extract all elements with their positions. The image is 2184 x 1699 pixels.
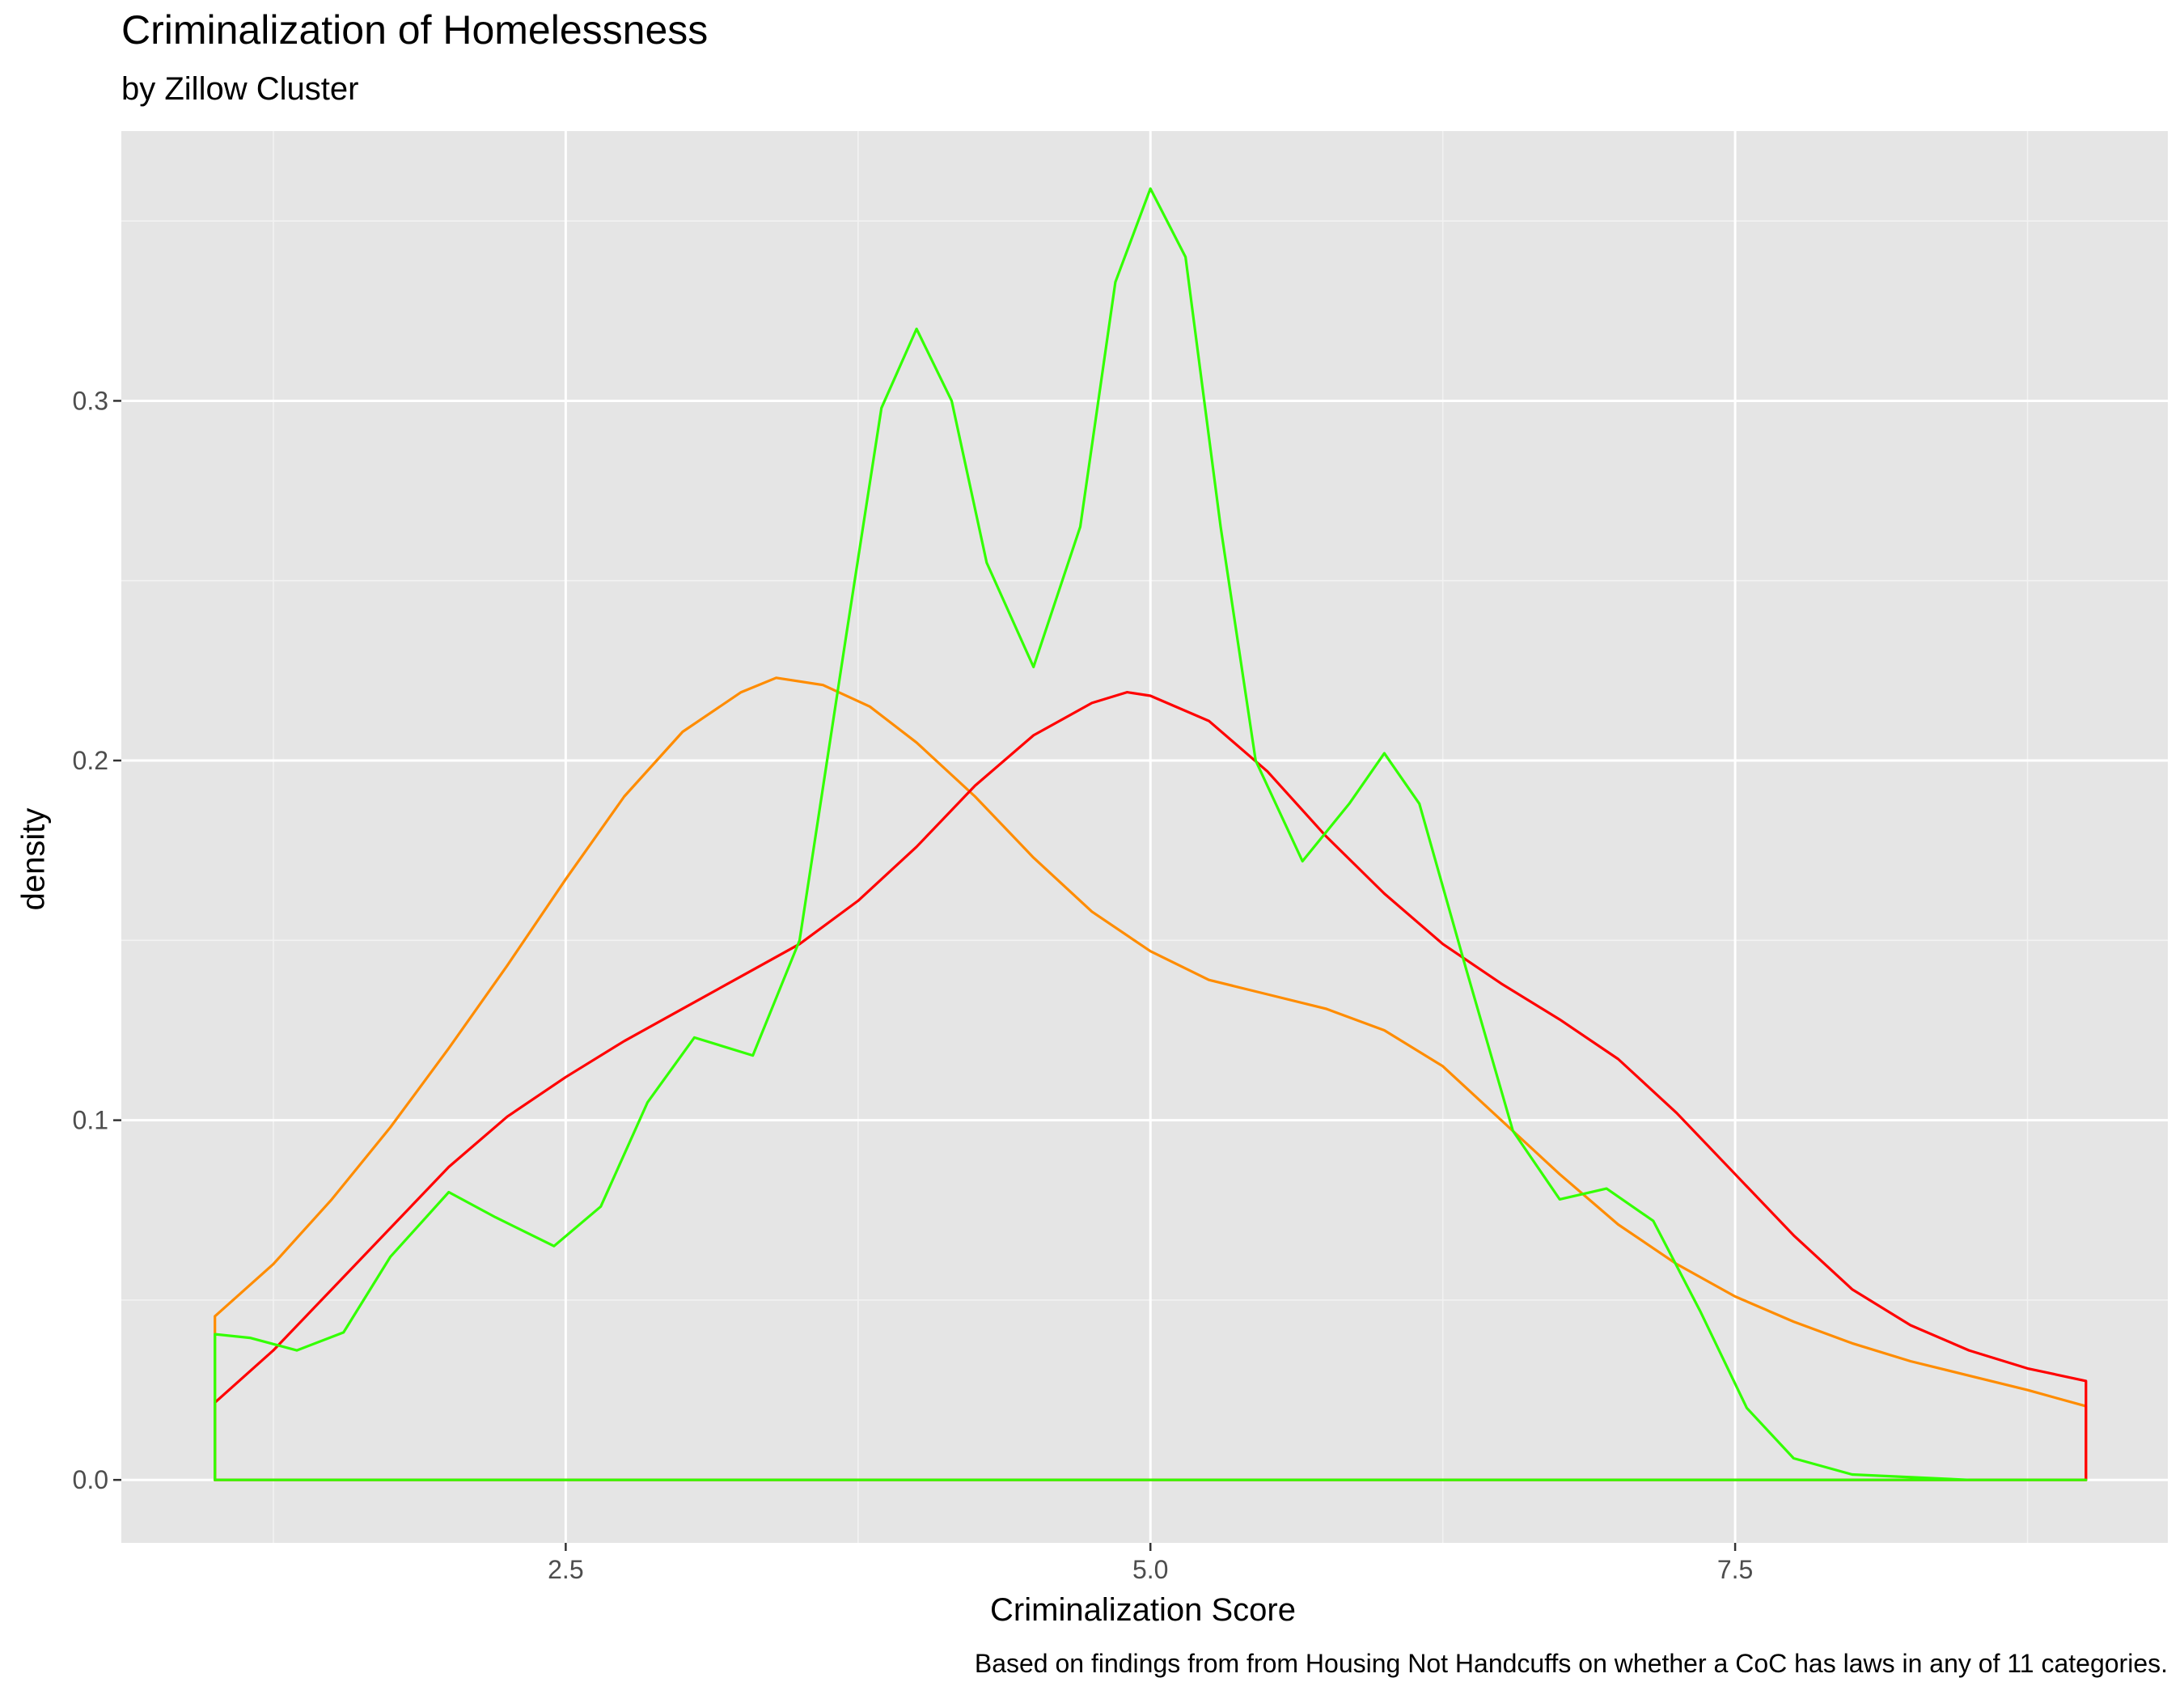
plot-panel [121, 131, 2168, 1543]
y-tick-label: 0.0 [73, 1465, 108, 1494]
density-line-2 [214, 691, 2088, 1481]
x-tick-label: 5.0 [1132, 1555, 1168, 1584]
density-line-3 [214, 187, 2088, 1481]
chart-subtitle: by Zillow Cluster [121, 71, 359, 107]
x-tick-label: 7.5 [1717, 1555, 1753, 1584]
chart-caption: Based on findings from from Housing Not … [974, 1649, 2168, 1678]
x-axis-title: Criminalization Score [990, 1592, 1296, 1628]
y-tick-label: 0.1 [73, 1106, 108, 1135]
y-tick-label: 0.2 [73, 746, 108, 775]
density-series [214, 187, 2088, 1481]
y-tick-label: 0.3 [73, 386, 108, 415]
x-tick-label: 2.5 [548, 1555, 583, 1584]
y-axis-title: density [15, 807, 52, 911]
minor-gridlines [121, 131, 2168, 1543]
x-axis: 2.5 5.0 7.5 [548, 1543, 1753, 1584]
chart-title: Criminalization of Homelessness [121, 7, 709, 53]
density-line-1 [214, 676, 2088, 1481]
y-axis: 0.0 0.1 0.2 0.3 [73, 386, 121, 1494]
